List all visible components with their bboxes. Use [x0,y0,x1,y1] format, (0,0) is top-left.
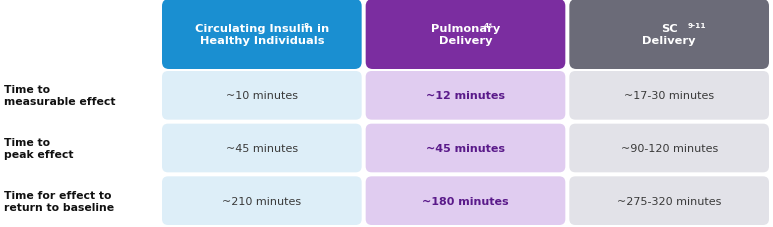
Text: Time for effect to
return to baseline: Time for effect to return to baseline [4,190,114,212]
FancyBboxPatch shape [366,177,565,225]
FancyBboxPatch shape [570,124,769,173]
Text: Circulating Insulin in
Healthy Individuals: Circulating Insulin in Healthy Individua… [195,24,329,46]
Text: ~45 minutes: ~45 minutes [426,143,505,153]
Text: 4*: 4* [484,23,492,29]
Text: ~12 minutes: ~12 minutes [426,91,505,101]
FancyBboxPatch shape [570,177,769,225]
Text: ~10 minutes: ~10 minutes [226,91,298,101]
Text: 8: 8 [303,23,308,29]
Text: ~180 minutes: ~180 minutes [422,196,509,206]
FancyBboxPatch shape [570,72,769,120]
Text: Time to
measurable effect: Time to measurable effect [4,85,115,107]
Text: Pulmonary
Delivery: Pulmonary Delivery [431,24,500,46]
FancyBboxPatch shape [366,124,565,173]
FancyBboxPatch shape [366,0,565,70]
FancyBboxPatch shape [162,177,362,225]
Text: ~90-120 minutes: ~90-120 minutes [621,143,718,153]
FancyBboxPatch shape [366,72,565,120]
Text: Time to
peak effect: Time to peak effect [4,137,73,159]
FancyBboxPatch shape [162,72,362,120]
FancyBboxPatch shape [162,0,362,70]
Text: ~17-30 minutes: ~17-30 minutes [624,91,714,101]
Text: 9-11: 9-11 [687,23,706,29]
Text: SC
Delivery: SC Delivery [642,24,696,46]
Text: ~275-320 minutes: ~275-320 minutes [617,196,721,206]
Text: ~210 minutes: ~210 minutes [223,196,301,206]
FancyBboxPatch shape [570,0,769,70]
FancyBboxPatch shape [162,124,362,173]
Text: ~45 minutes: ~45 minutes [226,143,298,153]
